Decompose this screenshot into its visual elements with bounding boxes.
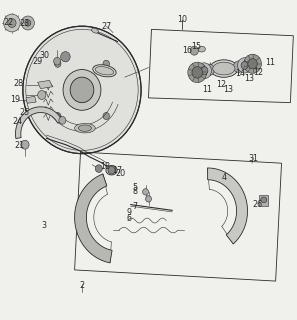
Circle shape	[54, 113, 61, 120]
Circle shape	[95, 165, 102, 172]
Circle shape	[146, 196, 151, 202]
Ellipse shape	[75, 123, 95, 133]
Text: 25: 25	[20, 108, 30, 117]
Text: 16: 16	[182, 45, 192, 55]
Ellipse shape	[210, 60, 238, 77]
Circle shape	[143, 189, 148, 195]
Circle shape	[21, 16, 34, 30]
Text: 29: 29	[32, 57, 43, 66]
Ellipse shape	[78, 125, 91, 131]
Ellipse shape	[261, 197, 267, 203]
Text: 26: 26	[253, 200, 263, 209]
Text: 11: 11	[265, 58, 275, 67]
Ellipse shape	[91, 28, 98, 33]
Text: 8: 8	[133, 188, 138, 196]
Polygon shape	[26, 96, 36, 103]
Circle shape	[238, 58, 252, 73]
Circle shape	[4, 14, 20, 32]
Text: 27: 27	[101, 22, 112, 31]
Circle shape	[21, 140, 29, 149]
Text: 13: 13	[244, 74, 254, 83]
Polygon shape	[75, 174, 112, 263]
Circle shape	[197, 63, 211, 79]
Circle shape	[23, 26, 141, 154]
Circle shape	[200, 67, 208, 75]
Circle shape	[38, 91, 46, 100]
Circle shape	[103, 113, 110, 120]
Text: 14: 14	[235, 69, 245, 78]
Circle shape	[54, 60, 61, 67]
Text: 3: 3	[41, 221, 46, 230]
Text: 12: 12	[253, 68, 263, 77]
Circle shape	[233, 61, 244, 72]
Text: 31: 31	[249, 154, 258, 163]
Text: 6: 6	[127, 214, 132, 223]
Ellipse shape	[198, 46, 206, 52]
Circle shape	[54, 57, 61, 65]
Text: 13: 13	[223, 85, 233, 94]
Circle shape	[188, 62, 207, 83]
Text: 19: 19	[10, 95, 20, 104]
Text: 24: 24	[13, 117, 23, 126]
Text: 20: 20	[115, 169, 125, 178]
Text: 12: 12	[216, 80, 226, 89]
Circle shape	[204, 64, 214, 76]
Circle shape	[192, 67, 203, 78]
Circle shape	[61, 52, 70, 62]
Circle shape	[63, 69, 101, 110]
Ellipse shape	[106, 165, 117, 175]
Polygon shape	[208, 168, 247, 244]
Text: 15: 15	[191, 42, 201, 52]
Circle shape	[108, 166, 115, 174]
Ellipse shape	[95, 67, 114, 75]
Text: 11: 11	[203, 85, 213, 94]
Circle shape	[8, 19, 16, 28]
Text: 2: 2	[79, 281, 85, 290]
Polygon shape	[259, 195, 268, 206]
Text: 4: 4	[221, 173, 226, 182]
Circle shape	[248, 59, 257, 69]
Text: 21: 21	[15, 141, 25, 150]
Text: 30: 30	[40, 51, 49, 60]
Circle shape	[190, 46, 198, 55]
Text: 7: 7	[133, 202, 138, 211]
Ellipse shape	[213, 62, 235, 75]
Ellipse shape	[93, 65, 116, 77]
Circle shape	[59, 116, 66, 124]
Text: 23: 23	[20, 19, 30, 28]
Circle shape	[25, 20, 31, 26]
Text: 5: 5	[133, 183, 138, 192]
Text: 22: 22	[4, 19, 14, 28]
Circle shape	[103, 60, 110, 67]
Circle shape	[70, 77, 94, 103]
Text: 10: 10	[178, 15, 187, 24]
Text: 9: 9	[127, 208, 132, 217]
Text: 18: 18	[100, 162, 110, 171]
Circle shape	[241, 61, 248, 69]
Circle shape	[244, 54, 261, 73]
Text: 28: 28	[13, 79, 23, 88]
Text: 17: 17	[112, 166, 123, 175]
Polygon shape	[15, 107, 62, 139]
Polygon shape	[38, 80, 53, 89]
